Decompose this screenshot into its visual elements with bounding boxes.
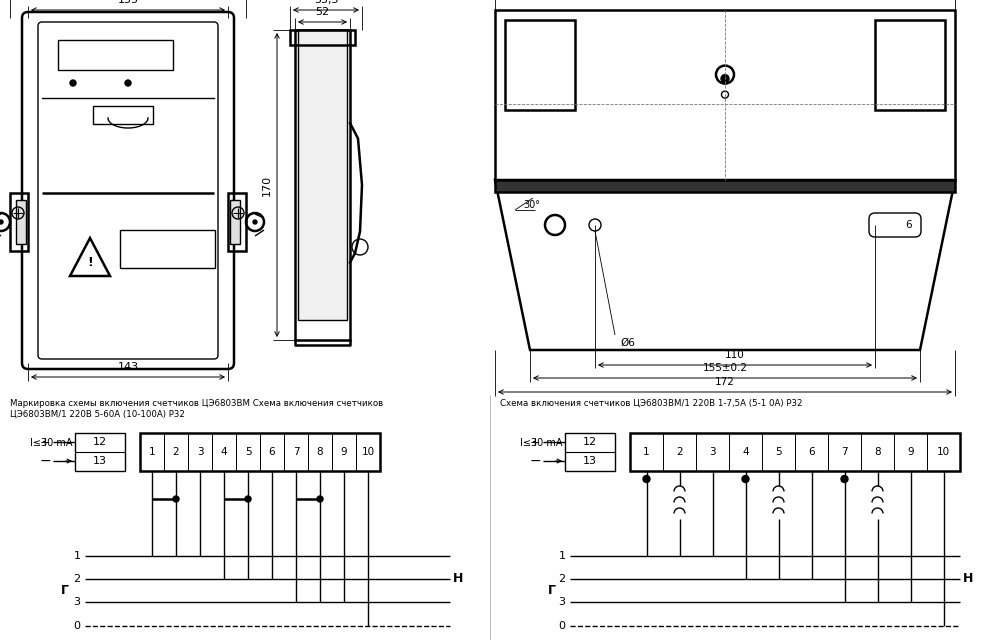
- Text: 7: 7: [841, 447, 848, 457]
- Bar: [495, 180, 955, 192]
- Text: 155: 155: [118, 0, 138, 5]
- Text: 5: 5: [244, 447, 251, 457]
- Text: 12: 12: [583, 437, 597, 447]
- Text: I≤30 mA: I≤30 mA: [29, 438, 72, 448]
- Text: 1: 1: [149, 447, 155, 457]
- Text: +: +: [530, 435, 541, 449]
- Text: 3: 3: [558, 597, 565, 607]
- Text: Ø6: Ø6: [620, 338, 635, 348]
- FancyBboxPatch shape: [869, 213, 921, 237]
- Text: 2: 2: [74, 574, 80, 584]
- Text: 30°: 30°: [523, 200, 540, 210]
- Text: Г: Г: [548, 584, 556, 597]
- Text: 4: 4: [221, 447, 228, 457]
- Text: 12: 12: [93, 437, 107, 447]
- Circle shape: [253, 220, 257, 224]
- Text: 3: 3: [74, 597, 80, 607]
- Text: 9: 9: [340, 447, 347, 457]
- Circle shape: [721, 75, 729, 83]
- Bar: [298, 30, 347, 320]
- Circle shape: [742, 476, 749, 483]
- Text: 7: 7: [292, 447, 299, 457]
- Text: −: −: [39, 454, 51, 468]
- Text: 1: 1: [74, 551, 80, 561]
- Text: +: +: [39, 435, 50, 449]
- FancyBboxPatch shape: [38, 22, 218, 359]
- Text: !: !: [87, 255, 93, 269]
- Bar: [228, 193, 246, 251]
- Bar: [58, 40, 173, 70]
- Bar: [75, 433, 125, 471]
- Text: 55,5: 55,5: [314, 0, 338, 5]
- Text: Н: Н: [453, 573, 463, 586]
- Bar: [290, 30, 355, 45]
- Text: 52: 52: [316, 7, 330, 17]
- Bar: [93, 106, 153, 124]
- Text: 0: 0: [558, 621, 565, 631]
- Text: 6: 6: [269, 447, 276, 457]
- Text: 4: 4: [743, 447, 749, 457]
- Circle shape: [317, 496, 323, 502]
- Text: 143: 143: [118, 362, 138, 372]
- Text: Схема включения счетчиков ЦЭ6803ВМ/1 220В 1-7,5А (5-1 0А) Р32: Схема включения счетчиков ЦЭ6803ВМ/1 220…: [500, 399, 802, 408]
- Bar: [16, 200, 26, 244]
- Bar: [10, 193, 28, 251]
- FancyBboxPatch shape: [22, 12, 234, 369]
- Text: 13: 13: [583, 456, 597, 466]
- Circle shape: [643, 476, 650, 483]
- Text: 3: 3: [709, 447, 716, 457]
- Circle shape: [125, 80, 131, 86]
- Text: Г: Г: [61, 584, 69, 597]
- Text: 8: 8: [317, 447, 324, 457]
- Text: 2: 2: [676, 447, 683, 457]
- Circle shape: [173, 496, 179, 502]
- Text: 8: 8: [874, 447, 881, 457]
- Text: 1: 1: [644, 447, 649, 457]
- Bar: [495, 10, 955, 180]
- Text: ЦЭ6803ВМ/1 220В 5-60А (10-100А) Р32: ЦЭ6803ВМ/1 220В 5-60А (10-100А) Р32: [10, 410, 184, 419]
- Text: 9: 9: [907, 447, 914, 457]
- Text: 170: 170: [262, 175, 272, 196]
- Text: 2: 2: [173, 447, 180, 457]
- Circle shape: [70, 80, 76, 86]
- Circle shape: [841, 476, 848, 483]
- Text: 6: 6: [905, 220, 911, 230]
- Bar: [505, 20, 575, 110]
- Text: 10: 10: [937, 447, 950, 457]
- Text: 1: 1: [558, 551, 565, 561]
- Text: 5: 5: [775, 447, 782, 457]
- Text: 3: 3: [196, 447, 203, 457]
- Bar: [120, 230, 215, 268]
- Text: Маркировка схемы включения счетчиков ЦЭ6803ВМ Схема включения счетчиков: Маркировка схемы включения счетчиков ЦЭ6…: [10, 399, 384, 408]
- Bar: [565, 433, 615, 471]
- Text: I≤30 mA: I≤30 mA: [520, 438, 562, 448]
- Text: 13: 13: [93, 456, 107, 466]
- Bar: [630, 433, 960, 471]
- Bar: [140, 433, 380, 471]
- Text: −: −: [529, 454, 541, 468]
- Bar: [230, 200, 240, 244]
- Text: Н: Н: [962, 573, 973, 586]
- Text: 6: 6: [808, 447, 815, 457]
- Text: 172: 172: [715, 377, 735, 387]
- Circle shape: [245, 496, 251, 502]
- Circle shape: [0, 220, 3, 224]
- Bar: [295, 30, 350, 340]
- Text: 155±0.2: 155±0.2: [702, 363, 748, 373]
- Text: 0: 0: [74, 621, 80, 631]
- Text: 2: 2: [558, 574, 566, 584]
- Text: 10: 10: [361, 447, 375, 457]
- Text: 110: 110: [725, 350, 745, 360]
- Bar: [875, 20, 945, 110]
